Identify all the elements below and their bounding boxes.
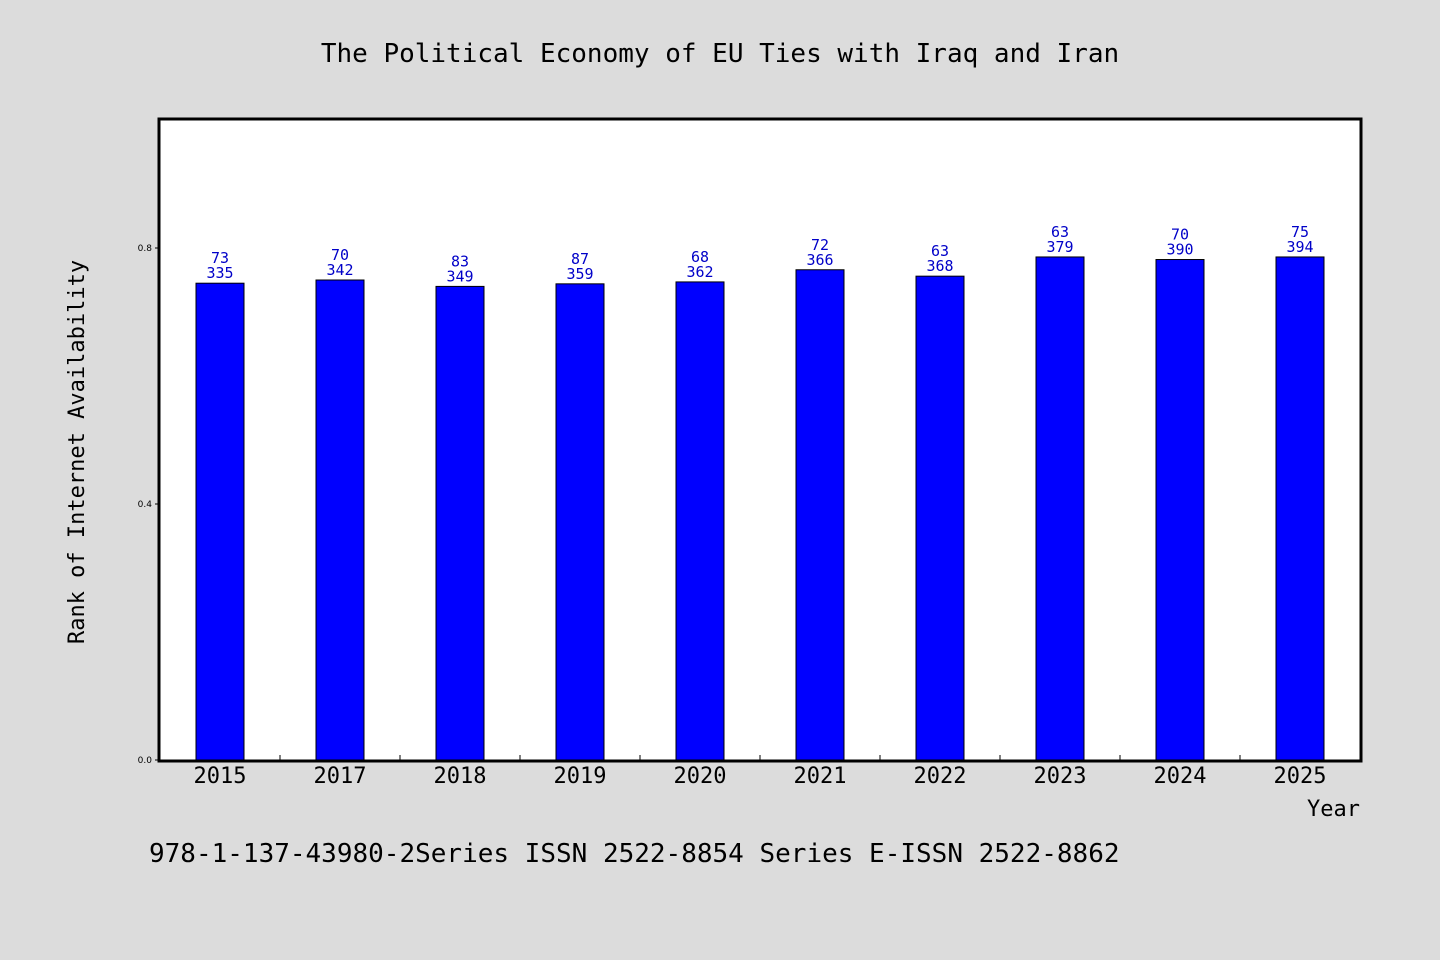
bar [1155, 259, 1205, 761]
data-label-bottom: 342 [326, 261, 353, 279]
data-label-bottom: 390 [1166, 241, 1193, 259]
bar [795, 269, 845, 761]
data-label-top: 63 [931, 242, 949, 260]
x-tick-label: 2025 [1274, 764, 1327, 789]
bar [315, 279, 365, 761]
bar [1035, 256, 1085, 761]
data-label-bottom: 349 [446, 267, 473, 285]
data-label-top: 63 [1051, 223, 1069, 241]
y-axis-ticks: 0.0 0.4 0.8 [138, 244, 160, 766]
x-tick-label: 2022 [914, 764, 967, 789]
x-tick-label: 2023 [1034, 764, 1087, 789]
data-label-bottom: 366 [806, 251, 833, 269]
x-tick-label: 2015 [194, 764, 247, 789]
y-axis-label: Rank of Internet Availability [65, 260, 90, 644]
x-tick-label: 2024 [1154, 764, 1207, 789]
data-label-top: 83 [451, 252, 469, 270]
bar [195, 282, 245, 761]
bar [435, 285, 485, 761]
y-tick-label: 0.4 [138, 500, 153, 510]
data-label-bottom: 394 [1286, 238, 1313, 256]
data-label-bottom: 368 [926, 257, 953, 275]
x-tick-label: 2021 [794, 764, 847, 789]
bar [1275, 256, 1325, 761]
data-label-top: 75 [1291, 223, 1309, 241]
x-tick-label: 2018 [434, 764, 487, 789]
data-label-top: 68 [691, 248, 709, 266]
x-tick-label: 2020 [674, 764, 727, 789]
bars-group [195, 256, 1325, 761]
bar [675, 281, 725, 761]
data-label-top: 72 [811, 236, 829, 254]
data-label-top: 70 [331, 246, 349, 264]
data-label-bottom: 379 [1046, 238, 1073, 256]
x-tick-label: 2017 [314, 764, 367, 789]
y-tick-label: 0.8 [138, 244, 153, 254]
data-label-bottom: 359 [566, 265, 593, 283]
footer-isbn-issn: 978-1-137-43980-2Series ISSN 2522-8854 S… [149, 839, 1120, 869]
data-label-top: 70 [1171, 226, 1189, 244]
x-tick-label: 2019 [554, 764, 607, 789]
data-label-bottom: 362 [686, 263, 713, 281]
y-tick-label: 0.0 [138, 756, 153, 766]
chart-title: The Political Economy of EU Ties with Ir… [321, 39, 1119, 69]
data-label-top: 73 [211, 249, 229, 267]
bar [915, 275, 965, 761]
bar [555, 283, 605, 761]
x-axis-label: Year [1307, 797, 1360, 822]
data-label-bottom: 335 [206, 264, 233, 282]
x-axis-ticks: 2015 2017 2018 2019 2020 2021 2022 2023 2024 2025 [194, 755, 1327, 789]
data-label-top: 87 [571, 250, 589, 268]
